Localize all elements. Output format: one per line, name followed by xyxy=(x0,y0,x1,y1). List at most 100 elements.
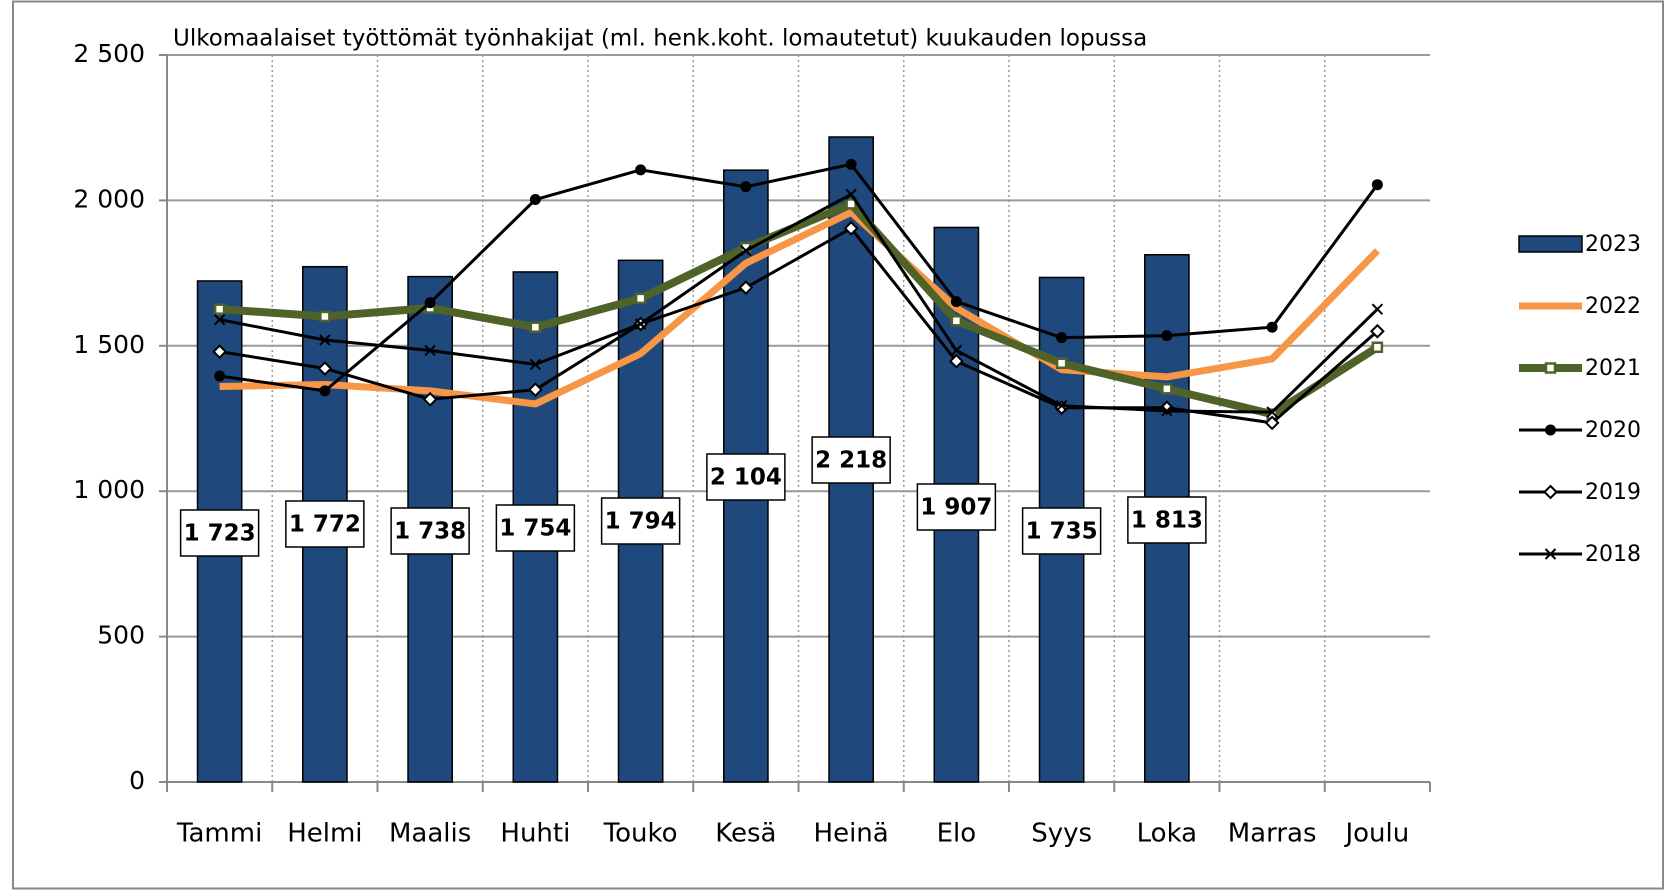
point-marker xyxy=(317,361,333,376)
x-tick-label: Loka xyxy=(1137,819,1197,849)
line xyxy=(219,208,1380,408)
legend-label: 2022 xyxy=(1585,294,1641,319)
x-tick-label: Tammi xyxy=(176,819,262,849)
point-marker xyxy=(424,344,436,357)
point-marker xyxy=(1371,341,1384,354)
y-tick-label: 2 500 xyxy=(73,39,145,68)
point-marker xyxy=(1055,399,1068,412)
data-label: 1 735 xyxy=(1021,507,1102,555)
point-marker xyxy=(529,321,542,333)
x-tick-label: Syys xyxy=(1031,819,1092,849)
data-label: 2 104 xyxy=(706,453,786,501)
point-marker xyxy=(1544,362,1557,374)
data-label-text: 1 723 xyxy=(184,521,256,547)
data-label: 1 813 xyxy=(1127,496,1207,544)
point-marker xyxy=(950,315,963,327)
point-marker xyxy=(213,313,226,326)
line xyxy=(219,162,1379,393)
data-label-text: 1 794 xyxy=(605,509,677,535)
data-label: 1 794 xyxy=(600,497,681,545)
legend-label: 2018 xyxy=(1585,542,1641,567)
point-marker xyxy=(319,310,331,323)
point-marker xyxy=(634,318,647,330)
data-label-text: 1 735 xyxy=(1026,519,1098,545)
data-label-box xyxy=(706,453,786,501)
x-tick-label: Marras xyxy=(1228,819,1317,849)
line xyxy=(219,199,1380,419)
data-label-text: 2 104 xyxy=(710,465,782,491)
point-marker xyxy=(1161,405,1173,417)
x-tick-label: Maalis xyxy=(389,819,471,849)
data-label: 1 723 xyxy=(179,509,260,557)
data-label-text: 1 772 xyxy=(289,512,361,538)
point-marker xyxy=(213,303,226,315)
point-marker xyxy=(740,245,752,257)
data-label: 1 907 xyxy=(916,483,997,531)
data-label: 1 772 xyxy=(285,500,365,548)
point-marker xyxy=(1161,330,1173,342)
data-label-box xyxy=(390,507,470,555)
y-tick-label: 1 000 xyxy=(73,475,145,504)
y-tick-label: 2 000 xyxy=(73,184,145,213)
point-marker xyxy=(1545,424,1556,436)
point-marker xyxy=(950,344,963,357)
data-label-text: 1 813 xyxy=(1131,508,1203,534)
point-marker xyxy=(214,370,226,382)
point-marker xyxy=(1266,406,1278,418)
x-tick-label: Helmi xyxy=(287,819,362,849)
y-tick-label: 500 xyxy=(97,621,145,650)
point-marker xyxy=(319,334,331,346)
x-tick-label: Touko xyxy=(603,819,678,849)
legend-label: 2021 xyxy=(1585,356,1641,381)
point-marker xyxy=(529,358,542,371)
point-marker xyxy=(529,194,541,206)
chart-title: Ulkomaalaiset työttömät työnhakijat (ml.… xyxy=(173,26,1147,52)
data-label-text: 2 218 xyxy=(815,448,887,474)
point-marker xyxy=(843,220,859,236)
x-tick-label: Heinä xyxy=(814,819,889,849)
x-tick-label: Kesä xyxy=(715,819,776,849)
point-marker xyxy=(950,296,962,308)
legend-label: 2019 xyxy=(1585,480,1641,505)
data-label-box xyxy=(495,504,576,552)
point-marker xyxy=(635,164,647,176)
point-marker xyxy=(1266,321,1278,333)
point-marker xyxy=(1544,548,1557,560)
data-label-box xyxy=(916,483,997,531)
data-label: 1 754 xyxy=(495,504,576,552)
data-label-text: 1 754 xyxy=(499,516,571,542)
point-marker xyxy=(1055,357,1068,369)
data-label-box xyxy=(285,500,365,548)
point-marker xyxy=(1264,415,1280,431)
legend-label: 2023 xyxy=(1585,232,1641,257)
point-marker xyxy=(424,297,436,309)
data-label-box xyxy=(179,509,260,557)
point-marker xyxy=(948,353,964,369)
point-marker xyxy=(1371,303,1384,315)
data-label-box xyxy=(1021,507,1102,555)
point-marker xyxy=(422,391,438,407)
point-marker xyxy=(740,181,752,193)
y-tick-label: 0 xyxy=(129,766,145,795)
point-marker xyxy=(1543,484,1558,500)
point-marker xyxy=(1161,383,1173,395)
data-label-text: 1 738 xyxy=(394,519,466,545)
point-marker xyxy=(212,344,228,360)
point-marker xyxy=(1056,332,1068,344)
point-marker xyxy=(1371,179,1383,191)
data-label: 2 218 xyxy=(811,436,891,484)
x-tick-label: Joulu xyxy=(1343,819,1409,849)
data-label-text: 1 907 xyxy=(920,495,992,521)
legend-label: 2020 xyxy=(1585,418,1641,443)
point-marker xyxy=(845,198,857,210)
point-marker xyxy=(319,385,331,397)
point-marker xyxy=(845,158,857,170)
point-marker xyxy=(845,188,857,201)
data-label-box xyxy=(811,436,891,484)
data-label: 1 738 xyxy=(390,507,470,555)
point-marker xyxy=(634,292,647,305)
x-tick-label: Huhti xyxy=(500,819,570,849)
line xyxy=(219,192,1379,414)
y-tick-label: 1 500 xyxy=(73,330,145,359)
